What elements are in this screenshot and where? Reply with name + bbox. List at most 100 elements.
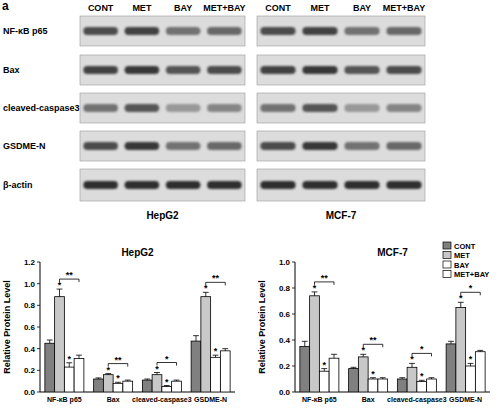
blot-row-label: β-actin: [3, 180, 33, 190]
error-bar: [125, 380, 131, 381]
lane-label: MET: [132, 3, 152, 13]
lane-label: MET+BAY: [203, 3, 245, 13]
blot-band: [302, 104, 337, 112]
bracket-label: *: [165, 354, 169, 364]
bar: [446, 344, 456, 392]
bracket-label: **: [212, 273, 220, 283]
x-tick-label: GSDME-N: [194, 396, 227, 403]
error-stem: [59, 289, 60, 297]
error-cap: [96, 377, 102, 378]
blot-band: [125, 27, 160, 35]
blot-band: [302, 142, 337, 150]
significance-star: *: [165, 377, 169, 387]
error-cap: [331, 354, 337, 355]
lane-label: CONT: [265, 3, 291, 13]
error-bar: [47, 340, 53, 343]
blot-band: [344, 27, 379, 35]
error-cap: [302, 341, 308, 342]
blot-strip: [257, 16, 425, 46]
x-tick-label: NF-κB p65: [302, 396, 337, 404]
lane-label: BAY: [353, 3, 371, 13]
blot-row-label: Bax: [3, 65, 20, 75]
error-bar: [174, 380, 180, 381]
blot-band: [386, 181, 421, 189]
blot-band: [83, 66, 118, 74]
blot-band: [83, 27, 118, 35]
bar: [74, 358, 84, 392]
error-cap: [380, 377, 386, 378]
blot-strip: [257, 93, 425, 123]
legend-swatch: [443, 271, 451, 278]
blot-row-label: NF-κB p65: [3, 26, 48, 36]
blot-strip: [80, 93, 245, 123]
blot-band: [302, 66, 337, 74]
bar: [456, 308, 466, 393]
bracket-label: **: [114, 355, 122, 365]
bar: [55, 297, 65, 392]
blot-band: [386, 104, 421, 112]
error-bar: [477, 350, 483, 351]
error-stem: [79, 355, 80, 358]
blot-band: [344, 181, 379, 189]
cell-line-label: MCF-7: [326, 210, 357, 221]
error-cap: [399, 377, 405, 378]
lane-label: CONT: [88, 3, 114, 13]
bracket-label: **: [66, 270, 74, 280]
blot-band: [302, 27, 337, 35]
bar: [368, 379, 378, 392]
blot-row-label: cleaved-caspase3: [3, 103, 80, 113]
bar: [64, 367, 74, 392]
significance-star: *: [116, 373, 120, 383]
bar: [427, 379, 437, 392]
x-tick-label: Bax: [107, 396, 120, 403]
y-tick-label: 0.8: [279, 284, 291, 293]
chart-title: HepG2: [121, 247, 154, 258]
blot-band: [125, 66, 160, 74]
bar: [475, 352, 485, 392]
x-tick-label: cleaved-caspase3: [132, 396, 192, 404]
blot-band: [260, 27, 295, 35]
bar: [319, 371, 329, 392]
bar: [378, 379, 388, 392]
blot-panel: CONTMETBAYMET+BAYMCF-7: [257, 3, 425, 221]
blot-strip: [257, 55, 425, 85]
error-cap: [144, 379, 150, 380]
bar: [358, 357, 368, 392]
significance-star: *: [322, 360, 326, 370]
y-tick-label: 0.8: [24, 301, 36, 310]
error-stem: [49, 340, 50, 343]
bracket-label: *: [420, 344, 424, 354]
legend-swatch: [443, 252, 451, 259]
y-tick-label: 0.2: [279, 362, 291, 371]
bar: [152, 375, 162, 392]
y-tick-label: 0.4: [279, 336, 291, 345]
error-cap: [222, 348, 228, 349]
y-tick-label: 0.4: [24, 345, 36, 354]
blot-band: [125, 104, 160, 112]
y-tick-label: 0.6: [279, 310, 291, 319]
y-axis: [295, 262, 296, 392]
error-cap: [448, 341, 454, 342]
error-bar: [57, 289, 63, 297]
bar: [211, 357, 221, 392]
blot-band: [125, 142, 160, 150]
blot-band: [344, 104, 379, 112]
error-bar: [380, 378, 386, 379]
blot-band: [207, 142, 242, 150]
lane-label: BAY: [174, 3, 192, 13]
significance-star: *: [420, 371, 424, 381]
bar: [310, 296, 320, 392]
error-bar: [399, 378, 405, 379]
error-stem: [304, 341, 305, 346]
blot-strip: [80, 16, 245, 46]
error-bar: [331, 354, 337, 358]
legend-label: MET+BAY: [454, 270, 489, 279]
x-tick-label: cleaved-caspase3: [387, 396, 447, 404]
blot-band: [207, 181, 242, 189]
bars: [45, 289, 230, 392]
error-bar: [76, 355, 82, 358]
bar: [407, 367, 417, 392]
error-bar: [96, 378, 102, 379]
bar: [466, 366, 476, 392]
y-axis-label: Relative Protein Level: [257, 280, 267, 374]
